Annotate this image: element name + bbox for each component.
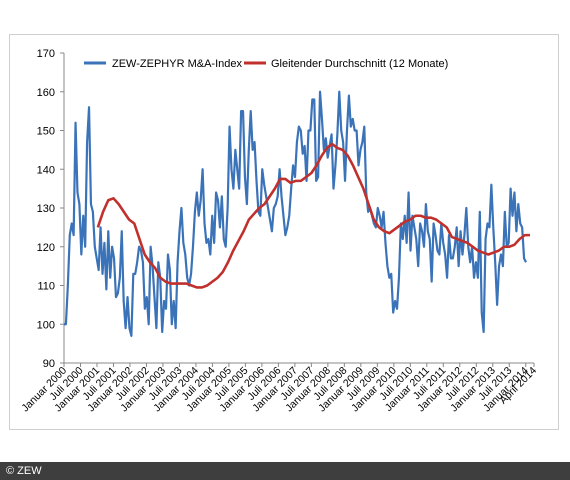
y-tick-label: 140 <box>37 164 55 176</box>
y-tick-label: 170 <box>37 48 55 60</box>
footer-bar: © ZEW <box>0 462 570 480</box>
y-tick-label: 160 <box>37 87 55 99</box>
y-tick-label: 150 <box>37 126 55 138</box>
y-tick-label: 130 <box>37 203 55 215</box>
y-tick-label: 90 <box>43 358 55 370</box>
copyright-text: © ZEW <box>6 465 42 477</box>
axes <box>60 52 535 367</box>
y-tick-label: 110 <box>37 281 55 293</box>
series-line-index <box>64 90 527 337</box>
legend-label-index: ZEW-ZEPHYR M&A-Index <box>112 58 242 70</box>
legend: ZEW-ZEPHYR M&A-Index Gleitender Durchsch… <box>84 58 448 70</box>
legend-label-average: Gleitender Durchschnitt (12 Monate) <box>271 58 448 70</box>
y-tick-labels: 90 100 110 120 130 140 150 160 170 <box>37 48 55 370</box>
series-line-average <box>96 142 530 289</box>
y-tick-label: 100 <box>37 319 55 331</box>
y-tick-label: 120 <box>37 242 55 254</box>
series-layer <box>64 90 530 337</box>
